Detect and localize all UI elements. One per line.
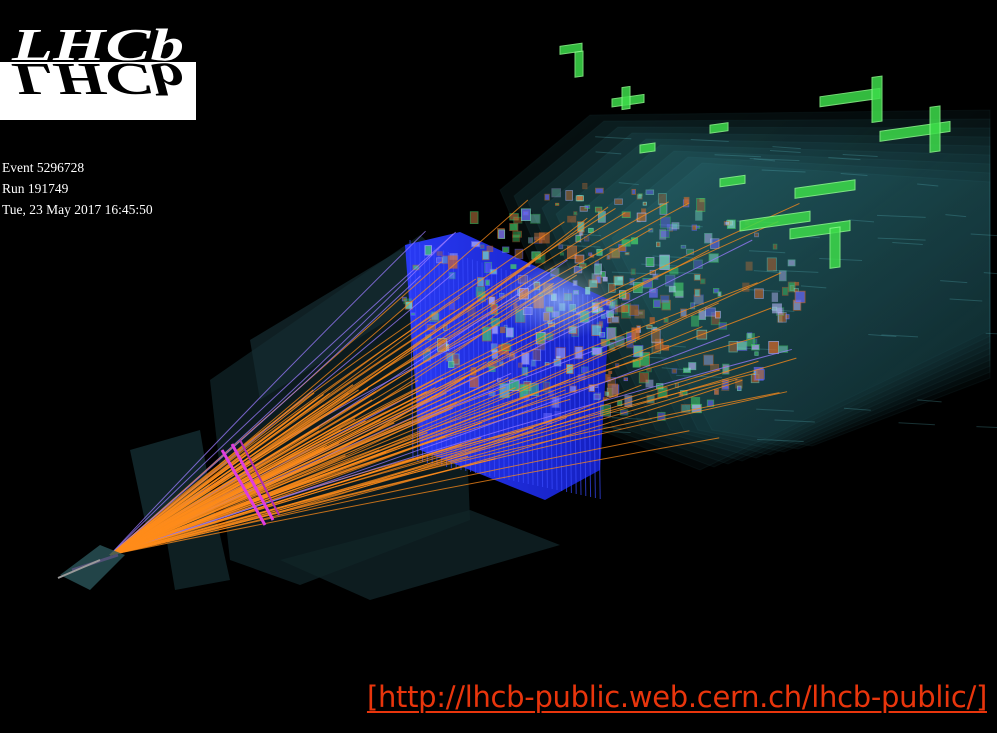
vertex-locator (57, 545, 125, 590)
hit-glow (500, 260, 620, 340)
lhcb-public-link[interactable]: [http://lhcb-public.web.cern.ch/lhcb-pub… (366, 680, 987, 714)
hcal-blocks (559, 42, 951, 269)
svg-text:LHCb: LHCb (11, 19, 184, 70)
event-datetime: Tue, 23 May 2017 16:45:50 (2, 202, 153, 217)
run-number: Run 191749 (2, 181, 69, 196)
lhcb-logo: LHCb LHCb (0, 12, 196, 120)
svg-text:LHCb: LHCb (11, 54, 184, 105)
event-info: Event 5296728 Run 191749 Tue, 23 May 201… (2, 157, 153, 220)
event-number: Event 5296728 (2, 160, 85, 175)
